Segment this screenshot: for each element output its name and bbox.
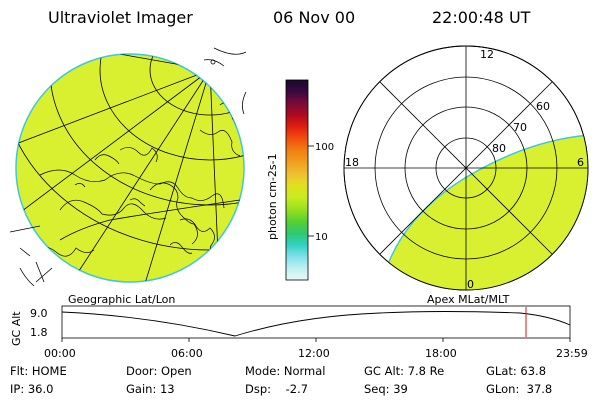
status-ip: IP: 36.0 <box>10 382 54 396</box>
polar-grid <box>344 46 588 290</box>
geographic-map <box>9 47 247 287</box>
timeline-ylabel: GC Alt <box>10 311 23 346</box>
status-seq: Seq: 39 <box>364 382 408 396</box>
colorbar-label-100: 100 <box>315 142 334 153</box>
timeline-xtick-0: 00:00 <box>44 347 76 360</box>
left-panel-caption: Geographic Lat/Lon <box>68 293 175 306</box>
satellite-marker <box>210 59 216 65</box>
status-flt: Flt: HOME <box>10 364 67 378</box>
colorbar: 100 10 photon cm-2s-1 <box>266 79 334 281</box>
timeline-ytick-1.8: 1.8 <box>30 326 48 339</box>
colorbar-rect <box>285 79 309 281</box>
altitude-timeline: 9.0 1.8 GC Alt 00:00 06:00 12:00 18:00 2… <box>10 305 588 360</box>
colorbar-label-10: 10 <box>315 232 328 243</box>
lat-label-60: 60 <box>536 100 550 113</box>
date-label: 06 Nov 00 <box>273 8 356 27</box>
lat-label-70: 70 <box>513 121 527 134</box>
timeline-xtick-2: 12:00 <box>298 347 330 360</box>
mlt-label-18: 18 <box>345 156 359 169</box>
status-glon: GLon: 37.8 <box>486 382 553 396</box>
instrument-title: Ultraviolet Imager <box>48 8 193 27</box>
time-label: 22:00:48 UT <box>432 8 531 27</box>
right-panel-caption: Apex MLat/MLT <box>427 293 510 306</box>
mlt-label-6: 6 <box>577 156 584 169</box>
map-disk <box>15 53 245 283</box>
timeline-frame <box>61 305 571 339</box>
altitude-curve <box>61 311 571 337</box>
timeline-ytick-9: 9.0 <box>30 307 48 320</box>
mlt-label-12: 12 <box>480 48 494 61</box>
timeline-xtick-1: 06:00 <box>171 347 203 360</box>
status-dsp: Dsp: -2.7 <box>245 382 309 396</box>
status-door: Door: Open <box>126 364 192 378</box>
timeline-xtick-3: 18:00 <box>425 347 457 360</box>
timeline-ticks <box>61 338 571 342</box>
status-gain: Gain: 13 <box>126 382 175 396</box>
status-mode: Mode: Normal <box>245 364 326 378</box>
timeline-xtick-4: 23:59 <box>556 347 588 360</box>
apex-polar-plot: 12 18 6 0 60 70 80 <box>343 45 589 291</box>
status-gcalt: GC Alt: 7.8 Re <box>364 364 445 378</box>
mlt-label-0: 0 <box>467 278 474 291</box>
lat-label-80: 80 <box>492 142 506 155</box>
colorbar-unit-label: photon cm-2s-1 <box>266 153 279 240</box>
status-glat: GLat: 63.8 <box>486 364 547 378</box>
